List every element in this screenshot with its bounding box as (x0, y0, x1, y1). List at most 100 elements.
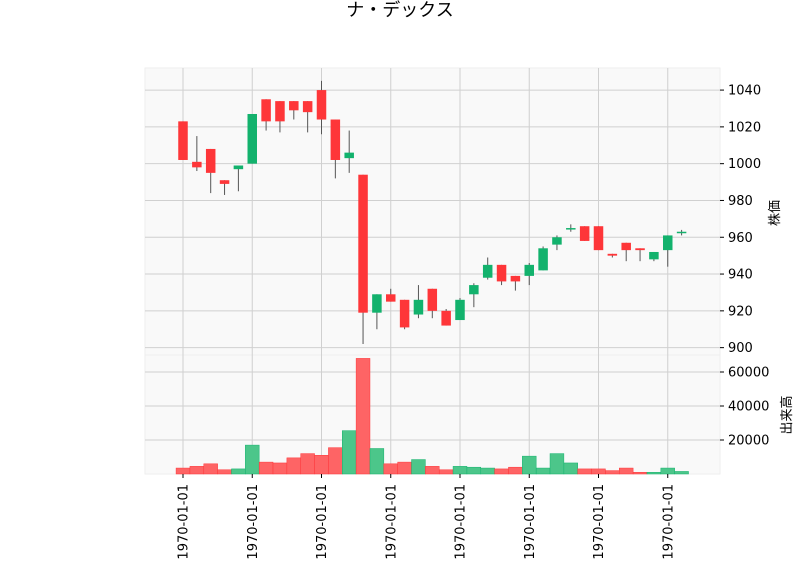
candle-body (205, 148, 216, 173)
candle-body (538, 248, 548, 271)
candle-body (275, 101, 285, 122)
candle-body (621, 242, 631, 251)
candle-body (607, 253, 618, 256)
volume-bar (508, 466, 523, 475)
volume-bar (314, 455, 329, 475)
volume-axis-label: 出来高 (779, 395, 795, 434)
candle-body (635, 248, 645, 251)
volume-bar (425, 466, 440, 475)
volume-bar (245, 444, 260, 475)
candle-body (330, 119, 341, 160)
candle-body (261, 99, 271, 122)
volume-tick-label: 60000 (728, 366, 769, 381)
price-axis: 900 920 940 960 980 1000 1020 1040 (720, 84, 761, 356)
price-tick-label: 920 (728, 304, 753, 319)
candle-body (496, 264, 507, 282)
volume-bar (286, 457, 301, 475)
volume-bar (411, 459, 426, 475)
price-tick-label: 1000 (728, 157, 761, 172)
x-tick-label: 1970-01-01 (315, 484, 330, 560)
candle-body (386, 294, 396, 302)
volume-bar (397, 461, 412, 475)
volume-bar (466, 466, 482, 475)
volume-tick-label: 40000 (728, 400, 769, 415)
candle-body (552, 237, 562, 245)
x-tick-label: 1970-01-01 (177, 484, 192, 560)
candle-body (233, 165, 244, 170)
volume-bar (438, 469, 454, 475)
volume-bar (355, 358, 371, 475)
price-tick-label: 980 (728, 194, 753, 209)
x-axis: 1970-01-01 1970-01-01 1970-01-01 1970-01-01… (177, 474, 676, 560)
volume-bar (522, 455, 537, 475)
volume-bar (535, 467, 551, 475)
candle-body (358, 174, 368, 313)
candle-body (344, 152, 354, 159)
price-axis-label: 株価 (768, 200, 783, 226)
volume-bar (203, 463, 218, 475)
volume-bar (175, 467, 191, 475)
volume-bar (591, 468, 606, 475)
x-tick-label: 1970-01-01 (592, 484, 607, 560)
x-tick-label: 1970-01-01 (454, 484, 469, 560)
volume-bar (369, 448, 385, 475)
x-tick-label: 1970-01-01 (384, 484, 399, 560)
candle-body (316, 90, 327, 120)
x-tick-label: 1970-01-01 (523, 484, 538, 560)
volume-tick-label: 20000 (728, 434, 769, 449)
candle-body (441, 310, 451, 326)
candle-body (399, 299, 410, 328)
volume-bar (494, 468, 509, 475)
price-tick-label: 1020 (728, 120, 761, 135)
volume-bar (577, 468, 592, 475)
volume-bar (189, 466, 205, 475)
candle-body (413, 299, 424, 315)
candle-body (566, 228, 576, 230)
volume-bar (480, 467, 495, 475)
candle-body (579, 226, 590, 241)
candle-body (524, 264, 534, 276)
volume-axis: 20000 40000 60000 (720, 366, 769, 449)
candle-body (649, 251, 659, 260)
volume-bar (619, 467, 634, 475)
price-tick-label: 900 (728, 341, 753, 356)
x-tick-label: 1970-01-01 (661, 484, 676, 560)
candle-body (247, 113, 257, 164)
candles (178, 80, 687, 344)
candle-body (469, 285, 479, 295)
volume-bars (175, 358, 689, 475)
volume-bar (217, 469, 232, 475)
volume-bar (549, 453, 565, 475)
volume-bar (231, 468, 246, 475)
candle-body (427, 288, 438, 311)
volume-bar (674, 471, 689, 475)
volume-bar (563, 462, 578, 475)
price-tick-label: 940 (728, 268, 753, 283)
candle-body (219, 180, 230, 184)
volume-bar (272, 462, 288, 475)
volume-bar (660, 467, 675, 475)
volume-bar (646, 472, 662, 475)
candle-body (510, 275, 521, 282)
candle-body (192, 161, 202, 168)
volume-bar (328, 447, 343, 475)
x-tick-label: 1970-01-01 (246, 484, 261, 560)
volume-bar (300, 453, 315, 475)
price-tick-label: 1040 (728, 84, 761, 99)
volume-panel-background (144, 354, 721, 475)
volume-bar (258, 461, 274, 475)
candle-body (593, 226, 604, 251)
candle-body (676, 231, 687, 234)
candle-body (482, 264, 493, 278)
volume-bar (632, 472, 648, 475)
grid-lines (145, 68, 720, 474)
volume-bar (605, 470, 620, 475)
volume-bar (452, 466, 468, 475)
candle-body (289, 101, 299, 111)
volume-bar (383, 463, 398, 475)
volume-bar (342, 430, 357, 475)
candle-body (455, 299, 465, 321)
candle-body (663, 235, 673, 251)
chart-title: ナ・デックス (346, 0, 453, 21)
